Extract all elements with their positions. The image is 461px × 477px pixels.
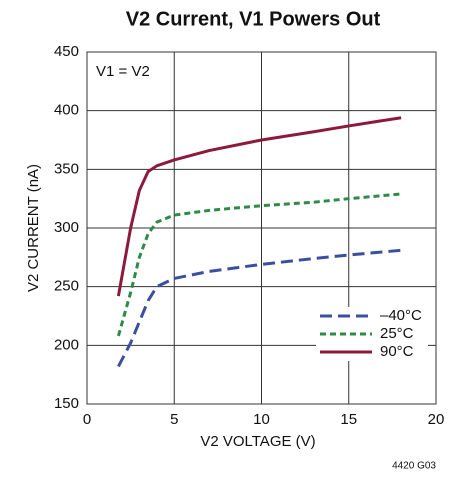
- line-series: [116, 192, 402, 337]
- y-tick-label: 350: [54, 160, 79, 177]
- y-tick-label: 400: [54, 102, 79, 119]
- y-tick-label: 250: [54, 278, 79, 295]
- x-axis-label: V2 VOLTAGE (V): [200, 433, 315, 450]
- x-tick-label: 0: [83, 411, 91, 428]
- plot-frame: [86, 51, 437, 405]
- x-tick-label: 15: [340, 411, 357, 428]
- chart-title: V2 Current, V1 Powers Out: [126, 8, 381, 30]
- line-series: [117, 248, 402, 368]
- x-tick-label: 10: [253, 411, 270, 428]
- x-tick-label: 5: [170, 411, 178, 428]
- y-tick-label: 450: [54, 43, 79, 60]
- y-tick-label: 150: [54, 395, 79, 412]
- y-tick-label: 300: [54, 219, 79, 236]
- footnote: 4420 G03: [392, 461, 436, 472]
- legend-bg: [316, 307, 428, 325]
- annotation: V1 = V2: [96, 63, 150, 80]
- legend-label: 25°C: [380, 325, 414, 342]
- legend-label: –40°C: [380, 307, 422, 324]
- x-tick-label: 20: [428, 411, 445, 428]
- y-axis-label: V2 CURRENT (nA): [25, 164, 42, 292]
- line-series: [116, 116, 402, 297]
- y-tick-label: 200: [54, 336, 79, 353]
- legend-label: 90°C: [380, 343, 414, 360]
